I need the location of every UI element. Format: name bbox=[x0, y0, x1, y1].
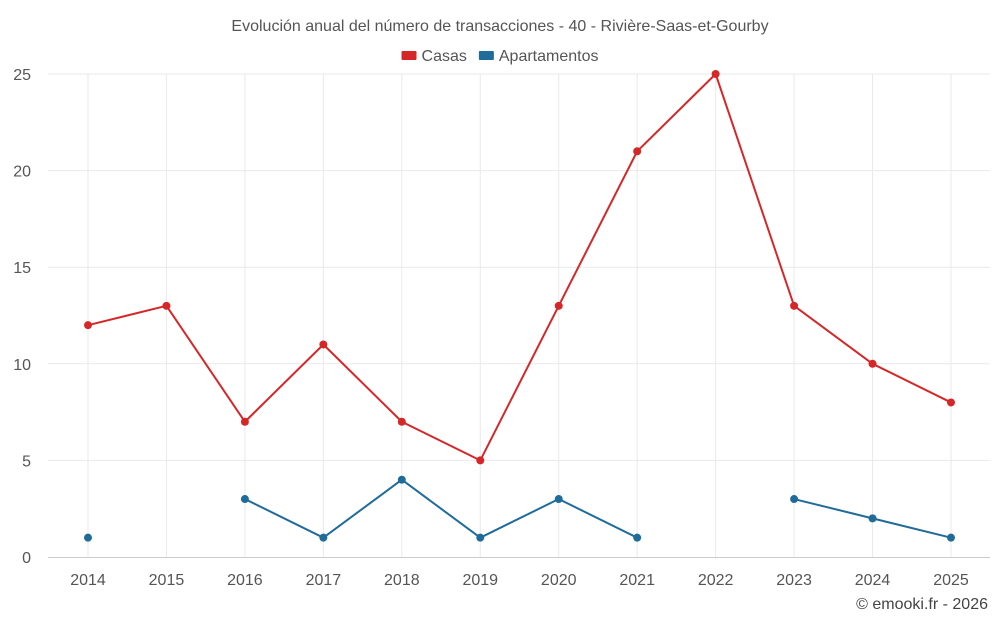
x-tick-label: 2025 bbox=[933, 572, 969, 589]
series-line bbox=[87, 73, 952, 462]
data-point[interactable] bbox=[633, 147, 642, 156]
data-point[interactable] bbox=[162, 301, 171, 310]
data-point[interactable] bbox=[790, 301, 799, 310]
y-tick-label: 25 bbox=[13, 67, 31, 84]
data-point[interactable] bbox=[240, 417, 249, 426]
y-tick-label: 0 bbox=[22, 550, 31, 567]
data-point[interactable] bbox=[84, 321, 92, 330]
x-tick-label: 2017 bbox=[306, 572, 342, 589]
series-casas bbox=[84, 70, 955, 465]
legend-label: Casas bbox=[422, 48, 467, 65]
credit-text: © emooki.fr - 2026 bbox=[856, 596, 988, 613]
grid-horizontal bbox=[48, 73, 990, 461]
data-point[interactable] bbox=[240, 495, 249, 504]
series-line bbox=[244, 478, 638, 539]
data-point[interactable] bbox=[319, 340, 328, 349]
data-point[interactable] bbox=[476, 456, 485, 465]
legend-swatch bbox=[401, 51, 417, 60]
data-point[interactable] bbox=[947, 398, 955, 407]
x-tick-label: 2024 bbox=[855, 572, 891, 589]
x-tick-label: 2014 bbox=[70, 572, 106, 589]
data-point[interactable] bbox=[397, 475, 406, 484]
legend-item-casas[interactable]: Casas bbox=[401, 48, 467, 65]
data-point[interactable] bbox=[711, 70, 720, 78]
y-axis-ticks: 0 5 10 15 20 25 bbox=[13, 67, 31, 567]
x-tick-label: 2021 bbox=[619, 572, 655, 589]
legend-swatch bbox=[478, 51, 494, 60]
x-tick-label: 2019 bbox=[462, 572, 498, 589]
chart-title: Evolución anual del número de transaccio… bbox=[231, 18, 768, 35]
data-point[interactable] bbox=[84, 533, 92, 542]
y-tick-label: 20 bbox=[13, 164, 31, 181]
data-point[interactable] bbox=[476, 533, 485, 542]
series-layer bbox=[84, 70, 955, 542]
data-point[interactable] bbox=[868, 359, 877, 368]
x-axis-ticks: 2014 2015 2016 2017 2018 2019 2020 2021 2022 2023… bbox=[70, 572, 969, 589]
x-tick-label: 2023 bbox=[776, 572, 812, 589]
data-point[interactable] bbox=[633, 533, 642, 542]
data-point[interactable] bbox=[397, 417, 406, 426]
data-point[interactable] bbox=[554, 301, 563, 310]
y-tick-label: 5 bbox=[22, 453, 31, 470]
data-point[interactable] bbox=[868, 514, 877, 523]
legend[interactable]: Casas Apartamentos bbox=[401, 48, 599, 65]
x-tick-label: 2018 bbox=[384, 572, 420, 589]
y-tick-label: 15 bbox=[13, 260, 31, 277]
x-tick-label: 2015 bbox=[149, 572, 185, 589]
legend-item-apartamentos[interactable]: Apartamentos bbox=[478, 48, 599, 65]
x-tick-label: 2020 bbox=[541, 572, 577, 589]
x-tick-label: 2022 bbox=[698, 572, 734, 589]
data-point[interactable] bbox=[947, 533, 955, 542]
x-tick-label: 2016 bbox=[227, 572, 263, 589]
data-point[interactable] bbox=[319, 533, 328, 542]
data-point[interactable] bbox=[790, 495, 799, 504]
legend-label: Apartamentos bbox=[499, 48, 599, 65]
y-tick-label: 10 bbox=[13, 357, 31, 374]
grid-vertical bbox=[87, 74, 952, 557]
series-apartamentos bbox=[84, 475, 955, 542]
data-point[interactable] bbox=[554, 495, 563, 504]
